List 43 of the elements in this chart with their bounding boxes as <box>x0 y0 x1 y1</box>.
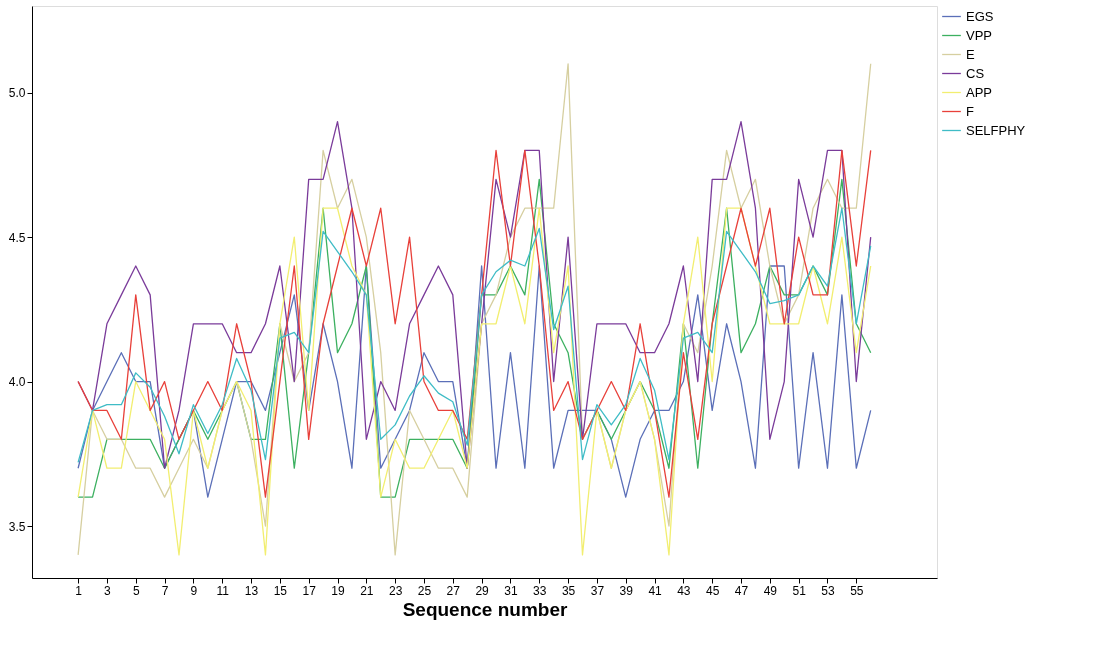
legend-label: SELFPHY <box>966 122 1026 138</box>
x-tick-label: 11 <box>216 583 230 598</box>
x-tick-label: 27 <box>446 583 461 598</box>
x-tick-label: 13 <box>244 583 259 598</box>
x-tick-label: 51 <box>792 583 807 598</box>
x-tick-label: 9 <box>190 583 198 598</box>
x-axis-title: Sequence number <box>402 598 568 620</box>
legend-label: CS <box>966 65 985 81</box>
x-tick-label: 7 <box>161 583 169 598</box>
x-tick-label: 33 <box>533 583 547 598</box>
x-tick-label: 49 <box>763 583 778 598</box>
x-tick-label: 29 <box>475 583 490 598</box>
x-tick-label: 53 <box>821 583 835 598</box>
x-tick-label: 19 <box>331 583 345 598</box>
x-tick-label: 21 <box>360 583 374 598</box>
legend-label: VPP <box>966 27 993 43</box>
x-tick-label: 1 <box>75 583 83 598</box>
line-series <box>77 265 872 498</box>
legend-label: E <box>966 46 975 62</box>
x-tick-label: 25 <box>417 583 432 598</box>
x-tick-label: 17 <box>302 583 317 598</box>
legend-label: EGS <box>966 8 994 24</box>
x-tick-label: 55 <box>850 583 864 598</box>
x-tick-label: 43 <box>677 583 691 598</box>
x-tick-label: 35 <box>561 583 576 598</box>
legend-label: APP <box>966 84 993 100</box>
line-series <box>77 207 872 464</box>
legend-label: F <box>966 103 974 119</box>
y-tick-label: 4.5 <box>8 230 26 245</box>
x-tick-label: 23 <box>388 583 403 598</box>
x-tick-label: 31 <box>504 583 518 598</box>
x-tick-label: 45 <box>706 583 720 598</box>
y-tick-label: 3.5 <box>8 519 26 534</box>
y-tick-label: 4.0 <box>8 375 26 390</box>
x-tick-label: 41 <box>648 583 663 598</box>
line-series <box>77 207 872 556</box>
x-tick-label: 3 <box>104 583 112 598</box>
x-tick-label: 5 <box>132 583 140 598</box>
x-tick-label: 47 <box>734 583 749 598</box>
y-tick-label: 5.0 <box>8 86 26 101</box>
x-tick-label: 39 <box>619 583 634 598</box>
x-tick-label: 15 <box>273 583 288 598</box>
x-tick-label: 37 <box>590 583 605 598</box>
